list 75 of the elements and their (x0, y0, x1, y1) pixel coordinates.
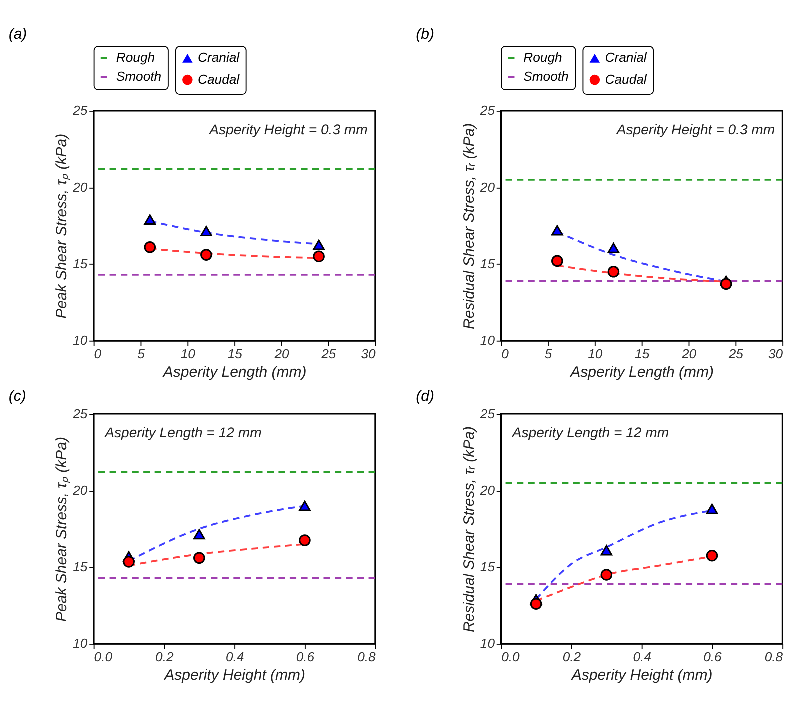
x-tick-label: 15 (635, 346, 650, 362)
y-tick-label: 20 (479, 482, 496, 498)
x-tick-label: 0.6 (296, 649, 316, 664)
x-tick-label: 0.8 (358, 649, 377, 664)
x-axis-title: Asperity Length (mm) (570, 364, 714, 382)
point (552, 225, 564, 236)
x-tick-label: 20 (274, 346, 290, 362)
x-tick-label: 25 (320, 346, 337, 362)
x-tick-label: 5 (544, 346, 553, 362)
annotation: Asperity Length = 12 mm (104, 424, 262, 441)
point (720, 278, 732, 290)
y-tick-label: 15 (480, 560, 496, 575)
point (313, 250, 325, 262)
y-axis-title: Peak Shear Stress, τₚ (kPa) (54, 437, 71, 622)
y-tick-label: 20 (479, 180, 496, 195)
x-tick-label: 5 (138, 346, 146, 362)
annotation: Asperity Height = 0.3 mm (616, 121, 776, 138)
x-tick-label: 0.8 (764, 649, 784, 664)
x-tick-label: 30 (768, 346, 784, 362)
x-axis-title: Asperity Height (mm) (164, 667, 306, 684)
point (552, 255, 564, 268)
x-tick-label: 25 (728, 346, 744, 362)
point (144, 242, 156, 254)
y-tick-label: 15 (480, 256, 496, 272)
x-tick-label: 15 (228, 346, 244, 362)
y-tick-label: 10 (73, 636, 88, 652)
y-tick-label: 15 (73, 256, 88, 272)
x-tick-label: 0.4 (226, 649, 244, 664)
chart-title: (c) (8, 388, 26, 405)
y-axis-title: Residual Shear Stress, τᵣ (kPa) (460, 426, 478, 633)
x-axis-title: Asperity Length (mm) (162, 364, 307, 382)
x-tick-label: 10 (180, 346, 196, 362)
y-axis-title: Residual Shear Stress, τᵣ (kPa) (460, 123, 478, 330)
x-tick-label: 0 (94, 346, 102, 362)
legend-label: Cranial (198, 50, 241, 66)
point (313, 240, 325, 250)
y-tick-label: 25 (479, 103, 496, 118)
y-tick-label: 10 (73, 333, 88, 348)
annotation: Asperity Length = 12 mm (511, 424, 670, 441)
y-axis-title: Peak Shear Stress, τₚ (kPa) (54, 134, 71, 319)
legend-label: Rough (116, 50, 156, 66)
x-tick-label: 0.2 (156, 649, 175, 664)
legend-label: Rough (524, 50, 562, 66)
x-tick-label: 10 (588, 346, 604, 362)
x-tick-label: 20 (680, 346, 698, 362)
point (200, 226, 212, 237)
point (200, 249, 212, 261)
x-tick-label: 0.0 (502, 649, 521, 664)
x-tick-label: 0.0 (94, 649, 114, 664)
y-tick-label: 25 (72, 406, 88, 422)
y-tick-label: 25 (72, 103, 88, 118)
chart-title: (b) (416, 26, 434, 44)
point (608, 266, 620, 278)
legend-label: Caudal (605, 72, 648, 87)
legend-label: Caudal (198, 72, 241, 87)
y-tick-label: 20 (72, 482, 88, 498)
x-tick-label: 0 (502, 346, 510, 362)
chart-title: (d) (416, 388, 434, 405)
y-tick-label: 10 (480, 333, 496, 348)
y-tick-label: 15 (73, 560, 88, 575)
legend-label: Smooth (116, 68, 162, 84)
x-tick-label: 0.4 (633, 649, 652, 664)
y-tick-label: 10 (480, 636, 496, 652)
chart-title: (a) (8, 26, 28, 44)
y-tick-label: 25 (479, 406, 496, 422)
point (608, 242, 620, 254)
y-tick-label: 20 (72, 180, 88, 195)
legend-label: Cranial (605, 50, 648, 66)
annotation: Asperity Height = 0.3 mm (208, 121, 368, 138)
x-axis-title: Asperity Height (mm) (570, 667, 713, 684)
x-tick-label: 0.6 (704, 649, 723, 664)
x-tick-label: 0.2 (562, 649, 582, 664)
point (144, 214, 156, 226)
legend-label: Smooth (524, 68, 569, 84)
x-tick-label: 30 (361, 346, 377, 362)
